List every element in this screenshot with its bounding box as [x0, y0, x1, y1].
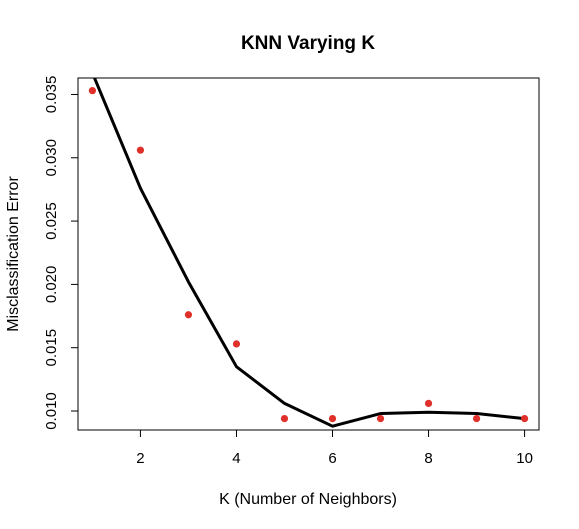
- series-layer: [88, 78, 529, 428]
- x-axis-label: K (Number of Neighbors): [219, 491, 397, 508]
- chart-title: KNN Varying K: [241, 33, 375, 54]
- y-axis-label: Misclassification Error: [5, 176, 22, 332]
- x-tick-label: 4: [232, 450, 240, 467]
- x-axis: 2 4 6 8 10: [136, 430, 533, 467]
- error-point: [328, 415, 337, 423]
- error-point: [280, 415, 289, 423]
- x-tick-label: 10: [516, 450, 533, 467]
- y-tick-label: 0.035: [43, 76, 60, 114]
- y-tick-label: 0.010: [43, 392, 60, 430]
- error-point: [232, 340, 241, 348]
- x-tick-label: 6: [328, 450, 336, 467]
- y-tick-label: 0.025: [43, 202, 60, 240]
- error-point: [376, 415, 385, 423]
- plot-frame: [77, 77, 540, 431]
- x-tick-label: 2: [136, 450, 144, 467]
- smoothed-error-line: [92, 78, 525, 428]
- error-point: [424, 399, 433, 408]
- error-point: [520, 415, 529, 423]
- y-tick-label: 0.030: [43, 139, 60, 177]
- y-tick-label: 0.015: [43, 329, 60, 367]
- error-point: [184, 311, 193, 319]
- y-axis: 0.010 0.015 0.020 0.025 0.030 0.035: [43, 76, 78, 430]
- y-tick-label: 0.020: [43, 266, 60, 304]
- error-point: [472, 415, 481, 423]
- x-tick-label: 8: [424, 450, 432, 467]
- error-point: [88, 87, 97, 95]
- error-point: [136, 146, 145, 154]
